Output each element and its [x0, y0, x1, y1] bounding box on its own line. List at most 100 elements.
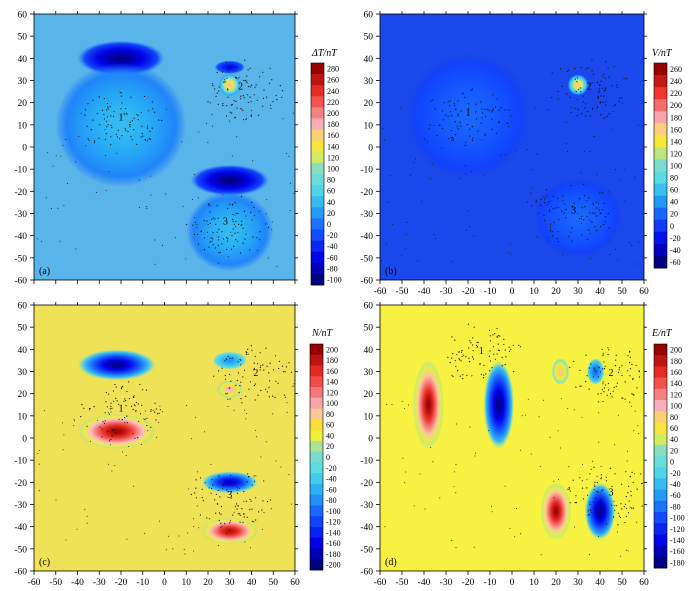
survey-point: [212, 238, 214, 240]
survey-point: [580, 113, 583, 115]
colorbar-tick-label: 180: [326, 356, 338, 365]
colorbar-title: ΔT/nT: [311, 48, 338, 59]
survey-point: [567, 407, 569, 409]
survey-point: [218, 90, 220, 92]
survey-point: [443, 102, 445, 104]
colorbar-segment: [311, 118, 324, 130]
survey-point: [127, 131, 129, 133]
survey-point: [594, 370, 596, 372]
survey-point: [625, 496, 627, 498]
survey-point: [246, 82, 248, 84]
survey-point: [451, 136, 454, 139]
survey-point: [249, 86, 251, 88]
survey-point: [248, 476, 250, 478]
survey-point: [256, 237, 258, 239]
survey-point: [154, 411, 156, 413]
survey-point: [233, 511, 235, 513]
survey-point: [88, 139, 90, 141]
survey-point: [613, 500, 615, 502]
survey-point: [456, 423, 458, 425]
survey-point: [232, 220, 234, 222]
survey-point: [208, 246, 210, 248]
survey-point: [158, 119, 160, 121]
survey-point: [562, 200, 564, 201]
survey-point: [597, 491, 599, 493]
survey-point: [507, 252, 509, 254]
survey-point: [638, 370, 640, 372]
survey-point: [627, 512, 630, 514]
survey-point: [601, 389, 603, 391]
survey-point: [74, 420, 75, 422]
survey-point: [276, 265, 278, 267]
colorbar-segment: [310, 419, 323, 431]
survey-point: [602, 354, 604, 356]
colorbar-tick-label: 220: [670, 89, 682, 98]
colorbar-segment: [654, 243, 667, 257]
survey-point: [121, 102, 123, 104]
colorbar-tick-label: -80: [670, 502, 681, 511]
x-tick-label: 50: [617, 578, 627, 588]
colorbar-tick-label: 160: [670, 125, 682, 134]
survey-point: [222, 71, 224, 73]
survey-point: [201, 488, 203, 490]
survey-point: [585, 380, 587, 383]
survey-point: [460, 360, 462, 362]
colorbar-segment: [654, 123, 667, 136]
survey-point: [123, 400, 125, 402]
survey-point: [133, 396, 135, 399]
survey-point: [385, 243, 387, 245]
survey-point: [604, 90, 606, 92]
y-tick-label: -20: [360, 479, 373, 489]
survey-point: [462, 93, 464, 95]
colorbar-tick-label: -80: [327, 264, 338, 273]
survey-point: [632, 377, 634, 379]
survey-point: [190, 493, 192, 496]
colorbar-tick-label: -20: [327, 231, 338, 240]
survey-point: [629, 361, 631, 364]
survey-point: [243, 210, 245, 212]
survey-point: [560, 68, 562, 70]
survey-point: [222, 103, 224, 105]
survey-point: [600, 507, 602, 509]
survey-point: [581, 215, 583, 217]
survey-point: [144, 410, 146, 412]
survey-point: [268, 372, 270, 374]
survey-point: [55, 499, 57, 501]
survey-point: [476, 341, 478, 343]
y-tick-label: -50: [14, 545, 27, 555]
survey-point: [239, 252, 242, 254]
survey-point: [484, 134, 486, 136]
survey-point: [155, 419, 157, 421]
survey-point: [561, 210, 563, 212]
survey-point: [460, 125, 462, 127]
y-tick-label: -20: [14, 479, 27, 489]
colorbar-tick-label: 80: [670, 413, 678, 422]
body-label-2: 2: [609, 368, 614, 379]
survey-point: [174, 237, 176, 239]
survey-point: [89, 408, 91, 410]
x-tick-label: -20: [115, 578, 128, 588]
survey-point: [510, 253, 512, 255]
survey-point: [125, 455, 127, 456]
survey-point: [231, 104, 233, 106]
survey-point: [251, 201, 253, 203]
y-tick-label: 60: [364, 302, 374, 312]
survey-point: [254, 86, 256, 88]
panel-d: 123-60 -50 -40 -30 -20 -10 0 10 20 30 40 50 60605040…: [360, 302, 684, 589]
survey-point: [613, 66, 615, 68]
body-label-3: 3: [571, 206, 576, 217]
survey-point: [598, 367, 600, 369]
survey-point: [475, 103, 477, 105]
survey-point: [431, 163, 433, 165]
survey-point: [243, 513, 245, 515]
survey-point: [276, 98, 278, 101]
survey-point: [222, 487, 224, 490]
survey-point: [217, 244, 219, 246]
survey-point: [566, 70, 568, 73]
survey-point: [513, 371, 515, 373]
survey-point: [452, 260, 454, 262]
survey-point: [593, 466, 595, 468]
survey-point: [587, 67, 589, 69]
survey-point: [229, 520, 231, 522]
survey-point: [596, 475, 598, 477]
